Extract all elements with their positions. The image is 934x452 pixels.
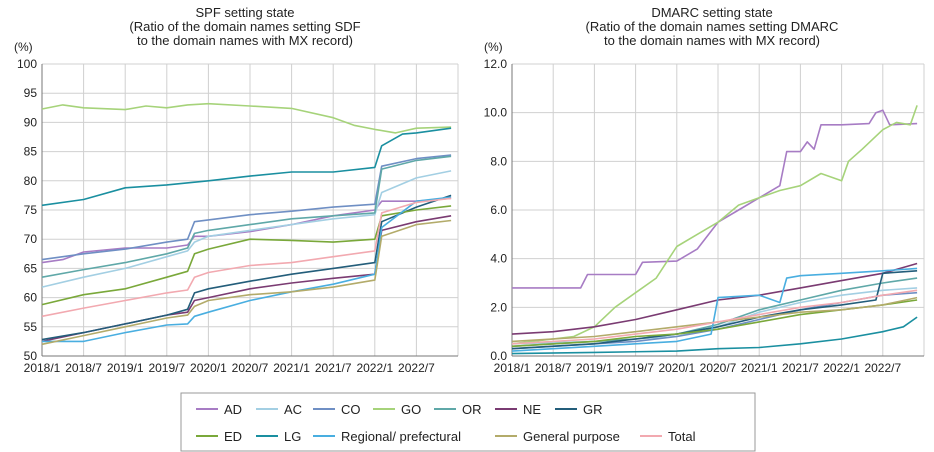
x-tick-label: 2022/1 xyxy=(823,361,860,375)
series-line-gr xyxy=(41,194,452,341)
x-tick-label: 2021/1 xyxy=(741,361,778,375)
y-axis-unit: (%) xyxy=(484,40,503,54)
y-tick-label: 100 xyxy=(17,57,37,71)
y-tick-label: 50 xyxy=(24,349,38,363)
y-tick-label: 85 xyxy=(24,145,38,159)
legend-item-ed: ED xyxy=(196,429,242,444)
chart-panel-2: DMARC setting state(Ratio of the domain … xyxy=(484,5,925,375)
legend-label: ED xyxy=(224,429,242,444)
y-tick-label: 95 xyxy=(24,86,38,100)
x-tick-label: 2018/1 xyxy=(494,361,531,375)
x-tick-label: 2022/7 xyxy=(864,361,901,375)
y-tick-label: 4.0 xyxy=(490,252,507,266)
y-tick-label: 70 xyxy=(24,232,38,246)
x-tick-label: 2020/7 xyxy=(700,361,737,375)
x-tick-label: 2020/1 xyxy=(658,361,695,375)
legend-label: LG xyxy=(284,429,301,444)
legend-item-regional-prefectural: Regional/ prefectural xyxy=(313,429,461,444)
y-tick-label: 2.0 xyxy=(490,300,507,314)
y-tick-label: 60 xyxy=(24,291,38,305)
y-tick-label: 65 xyxy=(24,261,38,275)
x-tick-label: 2019/7 xyxy=(148,361,185,375)
series-line-regional-prefectural xyxy=(511,267,918,352)
series-line-go xyxy=(41,102,452,134)
legend-item-ne: NE xyxy=(495,402,541,417)
chart-title-line: (Ratio of the domain names setting DMARC xyxy=(586,19,839,34)
x-tick-label: 2021/7 xyxy=(782,361,819,375)
x-tick-label: 2020/1 xyxy=(190,361,227,375)
y-tick-label: 8.0 xyxy=(490,154,507,168)
series-line-or xyxy=(41,155,452,278)
series-line-ad xyxy=(512,109,918,289)
legend-item-general-purpose: General purpose xyxy=(495,429,620,444)
series-line-ne xyxy=(511,262,918,335)
series-line-total xyxy=(511,289,918,345)
legend-label: General purpose xyxy=(523,429,620,444)
y-tick-label: 0.0 xyxy=(490,349,507,363)
y-tick-label: 80 xyxy=(24,174,38,188)
legend-item-gr: GR xyxy=(555,402,603,417)
y-tick-label: 55 xyxy=(24,320,38,334)
chart-panel-1: SPF setting state(Ratio of the domain na… xyxy=(14,5,459,375)
x-tick-label: 2021/7 xyxy=(315,361,352,375)
y-tick-label: 75 xyxy=(24,203,38,217)
legend-label: AD xyxy=(224,402,242,417)
y-axis-unit: (%) xyxy=(14,40,33,54)
y-tick-label: 10.0 xyxy=(484,106,508,120)
legend-item-or: OR xyxy=(434,402,482,417)
series-line-or xyxy=(511,277,918,348)
series-line-general-purpose xyxy=(511,296,918,343)
chart-title-line: (Ratio of the domain names setting SDF xyxy=(129,19,360,34)
x-tick-label: 2022/1 xyxy=(356,361,393,375)
legend-item-go: GO xyxy=(373,402,421,417)
y-tick-label: 6.0 xyxy=(490,203,507,217)
legend-item-total: Total xyxy=(640,429,696,444)
series-line-ne xyxy=(41,215,452,343)
series-line-general-purpose xyxy=(41,219,452,346)
legend-item-co: CO xyxy=(313,402,361,417)
y-tick-label: 12.0 xyxy=(484,57,508,71)
series-line-co xyxy=(41,154,452,261)
x-tick-label: 2018/1 xyxy=(24,361,61,375)
series-line-lg xyxy=(41,127,452,207)
legend-item-lg: LG xyxy=(256,429,301,444)
legend-label: AC xyxy=(284,402,302,417)
series-line-total xyxy=(41,197,452,318)
chart-title-line: to the domain names with MX record) xyxy=(604,33,820,48)
series-line-go xyxy=(511,105,918,345)
x-tick-label: 2018/7 xyxy=(65,361,102,375)
legend-label: NE xyxy=(523,402,541,417)
legend-label: Regional/ prefectural xyxy=(341,429,461,444)
legend-label: OR xyxy=(462,402,482,417)
legend-label: GO xyxy=(401,402,421,417)
x-tick-label: 2019/1 xyxy=(576,361,613,375)
series-line-ac xyxy=(41,170,452,288)
series-line-regional-prefectural xyxy=(42,196,452,343)
x-tick-label: 2021/1 xyxy=(273,361,310,375)
legend-label: GR xyxy=(583,402,603,417)
series-line-lg xyxy=(511,316,918,355)
x-tick-label: 2022/7 xyxy=(398,361,435,375)
legend-item-ac: AC xyxy=(256,402,302,417)
chart-title-line: to the domain names with MX record) xyxy=(137,33,353,48)
x-tick-label: 2019/1 xyxy=(107,361,144,375)
x-tick-label: 2020/7 xyxy=(232,361,269,375)
chart-title-line: DMARC setting state xyxy=(651,5,772,20)
x-tick-label: 2018/7 xyxy=(535,361,572,375)
legend-label: CO xyxy=(341,402,361,417)
legend: AD AC CO GO OR NE GR ED LG Regional/ prefectural G… xyxy=(180,392,756,452)
chart-title-line: SPF setting state xyxy=(196,5,295,20)
y-tick-label: 90 xyxy=(24,115,38,129)
legend-label: Total xyxy=(668,429,696,444)
legend-item-ad: AD xyxy=(196,402,242,417)
legend-box xyxy=(180,392,756,452)
x-tick-label: 2019/7 xyxy=(617,361,654,375)
